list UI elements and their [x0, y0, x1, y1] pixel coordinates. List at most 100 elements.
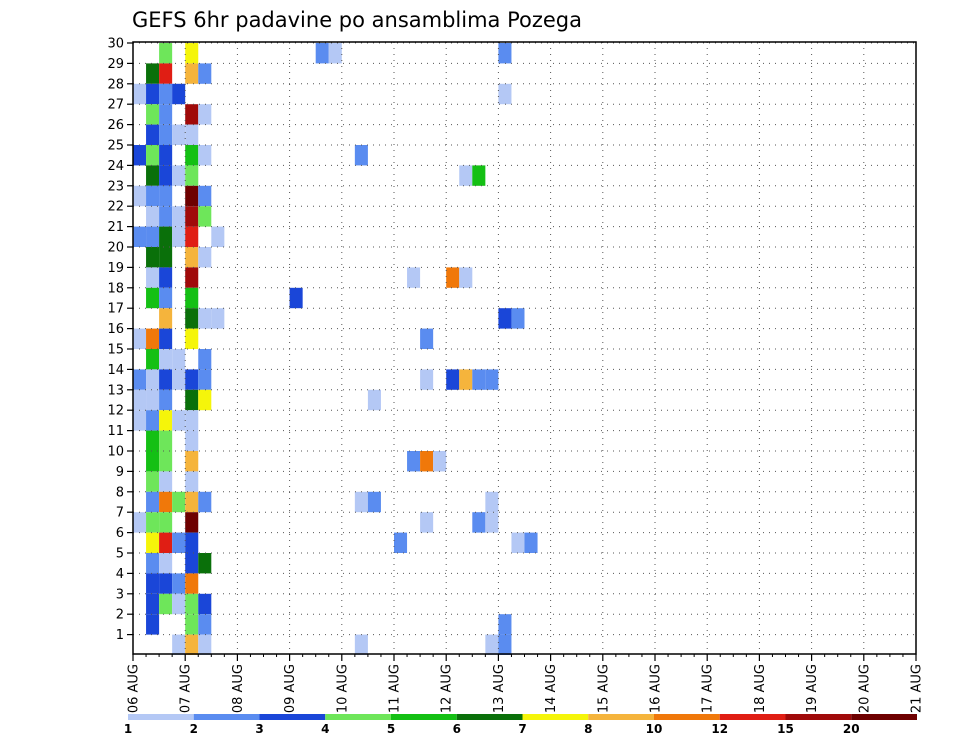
- heatmap-cell: [185, 491, 199, 513]
- heatmap-cell: [420, 369, 434, 390]
- heatmap-cell: [185, 226, 199, 247]
- heatmap-cell: [146, 410, 160, 431]
- colorbar-label: 12: [711, 722, 728, 736]
- colorbar-swatch: [128, 714, 194, 720]
- heatmap-cell: [185, 532, 199, 553]
- x-tick-label: 06 AUG: [127, 664, 142, 713]
- y-tick-label: 24: [107, 159, 124, 174]
- heatmap-cell: [485, 369, 499, 390]
- colorbar-swatch: [654, 714, 720, 720]
- y-tick-label: 8: [116, 485, 124, 500]
- x-tick-label: 12 AUG: [440, 664, 455, 713]
- heatmap-cell: [185, 287, 199, 309]
- heatmap-cell: [159, 43, 173, 64]
- y-tick-label: 20: [107, 241, 124, 256]
- y-tick-label: 22: [107, 200, 124, 215]
- colorbar-swatch: [259, 714, 326, 720]
- heatmap-cell: [133, 145, 147, 166]
- heatmap-cell: [198, 389, 212, 411]
- colorbar-swatch: [851, 714, 917, 720]
- y-tick-label: 6: [116, 526, 124, 541]
- heatmap-cell: [367, 389, 381, 411]
- heatmap-cell: [146, 532, 160, 553]
- heatmap-cell: [459, 165, 473, 186]
- y-tick-label: 26: [107, 118, 124, 133]
- heatmap-cell: [185, 247, 199, 268]
- heatmap-cell: [172, 573, 186, 594]
- y-tick-label: 16: [107, 322, 124, 337]
- heatmap-cell: [198, 614, 212, 635]
- heatmap-cell: [133, 226, 147, 247]
- heatmap-cells: [133, 43, 538, 655]
- heatmap-cell: [420, 328, 434, 349]
- heatmap-cell: [185, 145, 199, 166]
- x-tick-label: 16 AUG: [649, 664, 664, 713]
- y-axis: 1234567891011121314151617181920212223242…: [107, 37, 133, 643]
- heatmap-cell: [159, 63, 173, 84]
- heatmap-cell: [172, 165, 186, 186]
- heatmap-cell: [159, 369, 173, 390]
- colorbar-label: 2: [190, 722, 198, 736]
- x-axis: 06 AUG 07 AUG 08 AUG 09 AUG 10 AUG 11 AUG 12 A…: [127, 654, 925, 713]
- colorbar-label: 10: [646, 722, 663, 736]
- heatmap-cell: [485, 512, 499, 533]
- heatmap-cell: [133, 83, 147, 105]
- heatmap-cell: [159, 430, 173, 451]
- heatmap-cell: [198, 206, 212, 227]
- heatmap-cell: [498, 308, 512, 329]
- heatmap-cell: [420, 512, 434, 533]
- x-tick-label: 21 AUG: [910, 664, 925, 713]
- x-tick-label: 11 AUG: [388, 664, 403, 713]
- y-tick-label: 13: [107, 383, 124, 398]
- heatmap-cell: [146, 287, 160, 309]
- heatmap-cell: [472, 512, 486, 533]
- heatmap-cell: [159, 451, 173, 472]
- colorbar-swatch: [456, 714, 523, 720]
- heatmap-cell: [211, 308, 225, 329]
- heatmap-cell: [146, 328, 160, 349]
- heatmap-cell: [146, 349, 160, 370]
- heatmap-cell: [472, 165, 486, 186]
- heatmap-cell: [159, 389, 173, 411]
- heatmap-cell: [146, 593, 160, 615]
- heatmap-cell: [524, 532, 538, 553]
- heatmap-cell: [159, 410, 173, 431]
- heatmap-cell: [485, 634, 499, 655]
- heatmap-cell: [146, 369, 160, 390]
- heatmap-cell: [198, 369, 212, 390]
- heatmap-cell: [146, 63, 160, 84]
- heatmap-cell: [185, 614, 199, 635]
- heatmap-cell: [511, 308, 525, 329]
- heatmap-cell: [159, 532, 173, 553]
- heatmap-cell: [185, 328, 199, 349]
- heatmap-cell: [446, 267, 460, 288]
- heatmap-cell: [459, 267, 473, 288]
- heatmap-cell: [420, 451, 434, 472]
- heatmap-cell: [146, 614, 160, 635]
- heatmap-cell: [198, 634, 212, 655]
- heatmap-cell: [198, 308, 212, 329]
- heatmap-cell: [146, 430, 160, 451]
- heatmap-cell: [185, 185, 199, 207]
- y-tick-label: 11: [107, 424, 124, 439]
- heatmap-cell: [394, 532, 408, 553]
- heatmap-cell: [185, 573, 199, 594]
- y-tick-label: 12: [107, 404, 124, 419]
- heatmap-cell: [159, 593, 173, 615]
- heatmap-cell: [498, 83, 512, 105]
- y-tick-label: 21: [107, 220, 124, 235]
- heatmap-cell: [159, 104, 173, 125]
- heatmap-cell: [172, 83, 186, 105]
- heatmap-cell: [146, 389, 160, 411]
- colorbar-swatch: [193, 714, 260, 720]
- heatmap-cell: [159, 512, 173, 533]
- heatmap-cell: [185, 410, 199, 431]
- heatmap-cell: [485, 491, 499, 513]
- heatmap-cell: [159, 185, 173, 207]
- heatmap-cell: [198, 491, 212, 513]
- y-tick-label: 1: [116, 628, 124, 643]
- heatmap-cell: [146, 267, 160, 288]
- heatmap-cell: [459, 369, 473, 390]
- heatmap-cell: [172, 634, 186, 655]
- heatmap-cell: [172, 491, 186, 513]
